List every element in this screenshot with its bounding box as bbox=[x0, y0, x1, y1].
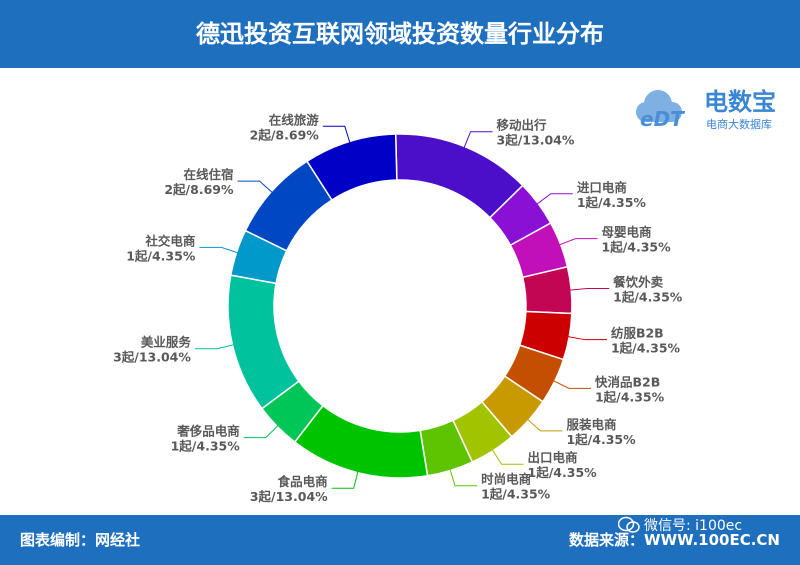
slice-label-value: 2起/8.69% bbox=[250, 127, 320, 142]
slice-label-value: 1起/4.35% bbox=[613, 290, 683, 305]
chart-title: 德迅投资互联网领域投资数量行业分布 bbox=[196, 20, 604, 48]
leader-line bbox=[237, 180, 275, 195]
slice-label-name: 进口电商 bbox=[577, 180, 627, 195]
slices-group bbox=[227, 133, 573, 479]
slice-label-value: 1起/4.35% bbox=[602, 240, 672, 255]
wechat-badge: 微信号: i100ec bbox=[618, 512, 798, 538]
slice-14 bbox=[306, 133, 398, 202]
slice-label-value: 3起/13.04% bbox=[497, 133, 575, 148]
slice-label-name: 移动出行 bbox=[497, 118, 548, 133]
slice-label-value: 1起/4.35% bbox=[611, 341, 681, 356]
logo-subtitle: 电商大数据库 bbox=[706, 117, 772, 131]
wechat-icon bbox=[618, 516, 640, 533]
slice-label-name: 美业服务 bbox=[141, 335, 192, 350]
cloud-icon bbox=[636, 90, 682, 122]
slice-label-name: 母婴电商 bbox=[602, 225, 652, 240]
footer-bar bbox=[0, 515, 800, 565]
leader-line bbox=[448, 466, 478, 487]
slice-label-name: 在线旅游 bbox=[269, 112, 320, 127]
leader-line bbox=[490, 447, 524, 465]
slice-label-value: 1起/4.35% bbox=[126, 248, 196, 263]
leaders-group bbox=[194, 125, 610, 489]
slice-label-value: 1起/4.35% bbox=[528, 465, 598, 480]
logo-mark: eDT bbox=[640, 107, 685, 131]
slice-label-value: 1起/4.35% bbox=[481, 487, 551, 502]
slice-label-value: 1起/4.35% bbox=[577, 195, 647, 210]
slice-label-name: 出口电商 bbox=[528, 450, 578, 465]
slice-label-value: 1起/4.35% bbox=[566, 432, 636, 447]
slice-label-name: 时尚电商 bbox=[481, 472, 531, 487]
footer-credit: 图表编制：网经社 bbox=[20, 531, 141, 549]
leader-line bbox=[322, 125, 352, 146]
leader-line bbox=[243, 423, 281, 439]
donut-chart: 移动出行3起/13.04%进口电商1起/4.35%母婴电商1起/4.35%餐饮外… bbox=[113, 112, 683, 504]
slice-label-value: 3起/13.04% bbox=[250, 489, 328, 504]
leader-line bbox=[556, 238, 598, 247]
leader-line bbox=[194, 343, 237, 350]
labels-group: 移动出行3起/13.04%进口电商1起/4.35%母婴电商1起/4.35%餐饮外… bbox=[113, 112, 683, 504]
logo-brand: 电数宝 bbox=[704, 88, 776, 116]
slice-label-value: 1起/4.35% bbox=[595, 389, 665, 404]
slice-label-name: 餐饮外卖 bbox=[612, 275, 664, 290]
leader-line bbox=[331, 468, 360, 489]
leader-line bbox=[534, 193, 573, 207]
slice-label-name: 奢侈品电商 bbox=[176, 424, 240, 439]
slice-label-value: 3起/13.04% bbox=[113, 350, 191, 365]
leader-line bbox=[565, 335, 607, 341]
slice-label-name: 食品电商 bbox=[277, 474, 328, 489]
slice-label-value: 2起/8.69% bbox=[164, 182, 234, 197]
slice-label-value: 1起/4.35% bbox=[171, 439, 241, 454]
leader-line bbox=[199, 246, 241, 255]
slice-label-name: 服装电商 bbox=[566, 417, 616, 432]
leader-line bbox=[550, 379, 591, 389]
header-bar bbox=[0, 0, 800, 68]
footer-source: 数据来源：WWW.100EC.CN bbox=[569, 531, 780, 549]
leader-line bbox=[567, 288, 610, 291]
slice-label-name: 社交电商 bbox=[144, 233, 195, 248]
slice-label-name: 纺服B2B bbox=[611, 326, 664, 341]
logo: eDT 电数宝 电商大数据库 bbox=[636, 88, 776, 131]
leader-line bbox=[462, 131, 493, 151]
wechat-id: 微信号: i100ec bbox=[644, 518, 743, 534]
slice-label-name: 快消品B2B bbox=[595, 374, 660, 389]
slice-11 bbox=[227, 274, 300, 410]
leader-line bbox=[525, 417, 563, 432]
slice-label-name: 在线住宿 bbox=[183, 167, 233, 182]
